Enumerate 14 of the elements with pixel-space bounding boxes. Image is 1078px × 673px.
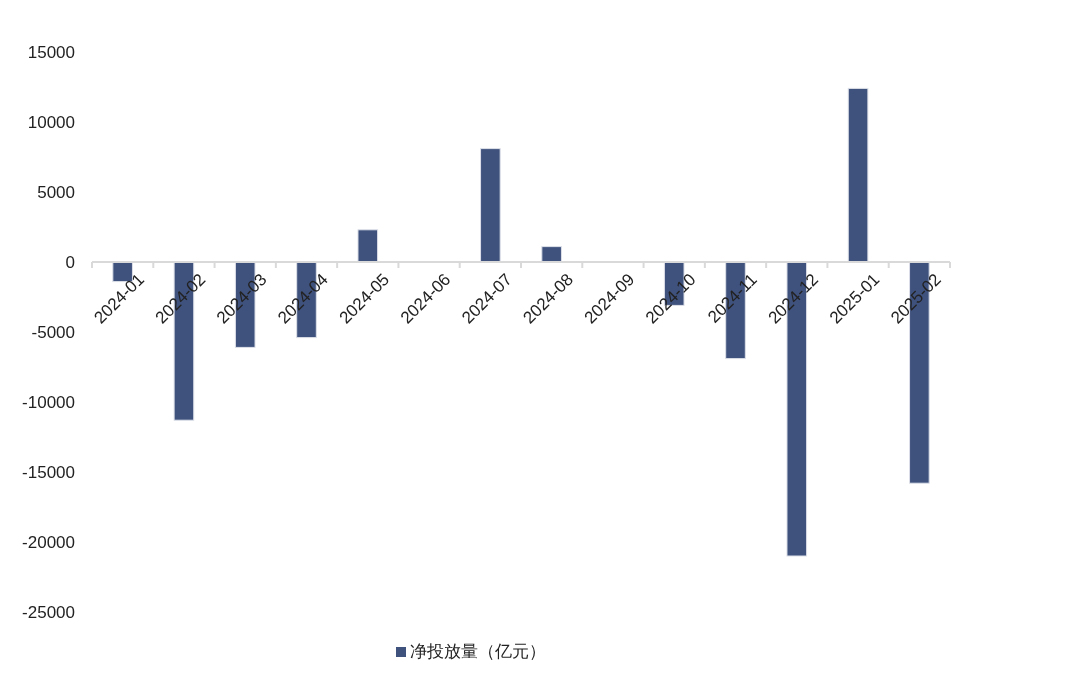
bar [847, 87, 869, 263]
legend-label: 净投放量（亿元） [410, 641, 546, 661]
y-tick-label: -15000 [22, 463, 75, 482]
y-tick-label: -20000 [22, 533, 75, 552]
y-tick-label: -5000 [31, 323, 75, 342]
y-tick-label: 10000 [27, 113, 75, 132]
y-tick-label: -25000 [22, 603, 75, 622]
bar [480, 148, 501, 263]
y-tick-label: 15000 [27, 43, 75, 62]
y-tick-label: -10000 [22, 393, 75, 412]
y-tick-label: 5000 [37, 183, 75, 202]
bar [357, 229, 379, 263]
bar [541, 246, 562, 263]
y-tick-label: 0 [65, 253, 75, 272]
